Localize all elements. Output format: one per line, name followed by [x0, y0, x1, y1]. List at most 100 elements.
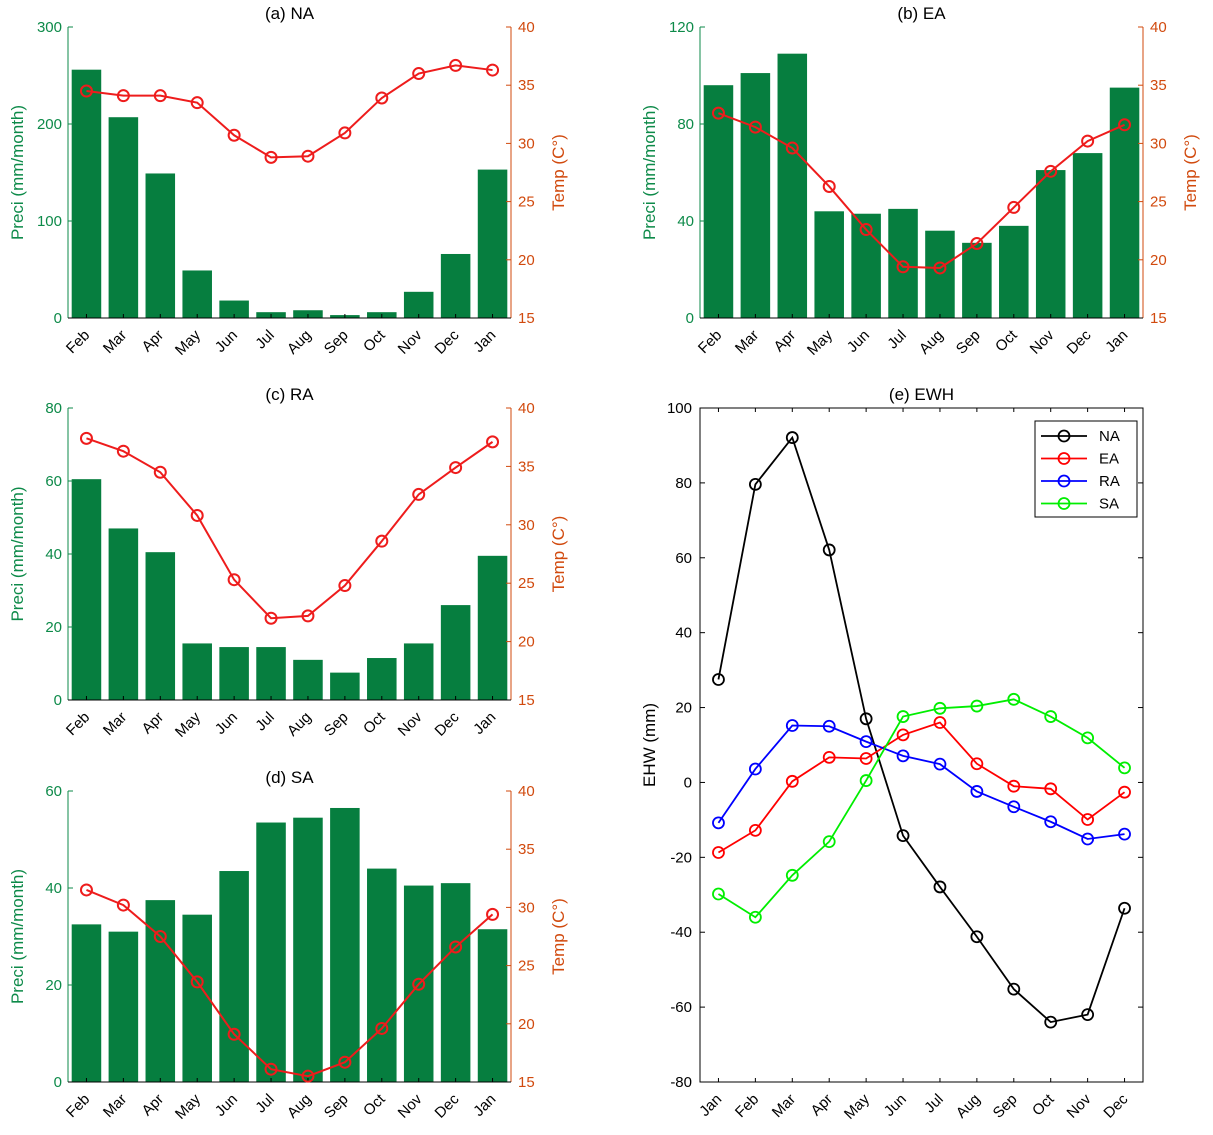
- precip-bar: [477, 169, 508, 318]
- legend-label: RA: [1099, 473, 1120, 490]
- temp-point: [116, 89, 130, 103]
- x-tick-label: Jan: [1102, 327, 1131, 356]
- series-point-na: [859, 712, 873, 726]
- precip-bar: [999, 225, 1029, 318]
- x-tick-label: Aug: [284, 709, 315, 740]
- temp-line: [86, 889, 494, 1078]
- x-tick-label: May: [172, 326, 204, 358]
- x-tick-label: Nov: [395, 708, 426, 739]
- temp-point: [1118, 118, 1132, 132]
- y-tick-label: 0: [684, 774, 692, 791]
- x-tick-label: May: [804, 326, 836, 358]
- temp-point: [933, 261, 947, 275]
- x-tick-label: Apr: [771, 327, 800, 356]
- right-tick-label: 35: [518, 841, 535, 858]
- temp-point: [486, 63, 500, 77]
- left-tick-label: 0: [686, 310, 694, 327]
- x-tick-label: Jul: [252, 709, 278, 735]
- series-point-ra: [1118, 827, 1131, 841]
- temp-line: [718, 112, 1125, 269]
- series-point-na: [785, 431, 799, 444]
- legend-label: SA: [1099, 496, 1119, 513]
- x-tick-label: Sep: [321, 327, 352, 358]
- series-point-ea: [1044, 782, 1058, 796]
- series-point-sa: [1118, 761, 1131, 775]
- temp-point: [190, 96, 204, 110]
- left-axis-label: Preci (mm/month): [640, 105, 659, 240]
- temp-point: [301, 149, 315, 163]
- left-tick-label: 0: [54, 1074, 62, 1091]
- left-axis-label: Preci (mm/month): [8, 105, 27, 240]
- series-point-na: [1044, 1015, 1058, 1029]
- series-point-sa: [712, 887, 725, 901]
- right-tick-label: 40: [518, 19, 535, 36]
- panel-title: (e) EWH: [889, 385, 954, 404]
- series-point-na: [712, 673, 725, 686]
- x-tick-label: Oct: [360, 326, 389, 355]
- precip-bar: [440, 605, 471, 700]
- legend-marker-ea: [1057, 452, 1071, 465]
- series-point-na: [970, 930, 984, 944]
- precip-bar: [1035, 170, 1066, 318]
- left-tick-label: 0: [54, 692, 62, 709]
- precip-bar: [1072, 153, 1103, 318]
- right-tick-label: 35: [518, 458, 535, 475]
- series-point-sa: [933, 701, 947, 715]
- x-tick-label: Jul: [921, 1091, 947, 1117]
- x-tick-label: Sep: [321, 709, 352, 740]
- right-tick-label: 20: [518, 252, 535, 269]
- temp-point: [375, 91, 389, 105]
- y-tick-label: 40: [675, 625, 692, 642]
- x-tick-label: Jan: [470, 709, 499, 738]
- precip-bar: [888, 208, 918, 318]
- precip-bar: [256, 647, 286, 700]
- right-axis-label: Temp (C°): [1181, 134, 1200, 211]
- x-tick-label: Dec: [1064, 326, 1095, 357]
- series-line-sa: [717, 698, 1126, 919]
- x-tick-label: Jul: [252, 327, 278, 353]
- temp-point: [79, 84, 93, 98]
- panel-dsa: 0 20 40 60 15 20 25 30 35 40 Feb Mar Apr May Jun Jul Aug…: [8, 768, 568, 1123]
- left-tick-label: 80: [45, 400, 62, 417]
- precip-bar: [703, 85, 734, 318]
- left-tick-label: 120: [669, 19, 694, 36]
- right-axis-label: Temp (C°): [549, 898, 568, 975]
- temp-point: [190, 508, 204, 522]
- right-tick-label: 30: [1150, 135, 1167, 152]
- precip-bar: [814, 211, 844, 318]
- precip-bar: [367, 868, 397, 1082]
- precip-bar: [182, 643, 212, 700]
- x-tick-label: Dec: [432, 1090, 463, 1121]
- panel-ewh: -80 -60 -40 -20 0 20 40 60 80 100 Jan Feb Mar Apr May J…: [640, 385, 1144, 1123]
- left-tick-label: 60: [45, 783, 62, 800]
- temp-line: [86, 437, 494, 620]
- y-tick-label: 80: [675, 475, 692, 492]
- panel-title: (c) RA: [265, 385, 314, 404]
- left-tick-label: 40: [45, 880, 62, 897]
- precip-bar: [108, 117, 139, 319]
- x-tick-label: Apr: [139, 1091, 168, 1120]
- temp-point: [301, 609, 315, 623]
- series-point-ra: [970, 785, 984, 798]
- series-point-na: [933, 880, 947, 894]
- x-tick-label: Jun: [844, 327, 873, 356]
- y-tick-label: -80: [670, 1074, 692, 1091]
- legend-label: NA: [1099, 428, 1120, 445]
- precip-bar: [330, 672, 360, 700]
- series-point-ea: [859, 752, 873, 765]
- temp-point: [264, 611, 278, 625]
- series-point-ra: [933, 757, 947, 771]
- precip-bar: [108, 931, 139, 1082]
- temp-point: [116, 444, 130, 458]
- x-tick-label: Jul: [884, 327, 910, 353]
- temp-point: [338, 579, 352, 593]
- x-tick-label: Jun: [212, 1091, 241, 1120]
- x-tick-label: Feb: [732, 1091, 762, 1121]
- series-point-na: [1118, 901, 1131, 915]
- right-tick-label: 40: [1150, 19, 1167, 36]
- legend-marker-sa: [1057, 497, 1071, 510]
- series-point-sa: [822, 835, 836, 849]
- x-tick-label: Jan: [470, 1091, 499, 1120]
- right-axis-label: Temp (C°): [549, 134, 568, 211]
- right-tick-label: 20: [518, 1016, 535, 1033]
